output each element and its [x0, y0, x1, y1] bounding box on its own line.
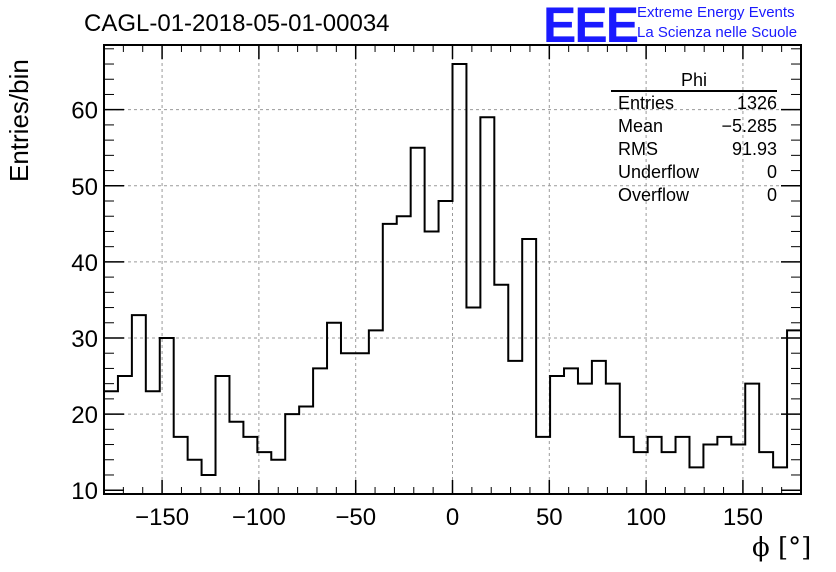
- plot-frame: [103, 44, 802, 495]
- logo-line-1: Extreme Energy Events: [637, 4, 795, 21]
- stat-row: Underflow 0: [611, 161, 777, 184]
- y-tick-label: 50: [71, 174, 98, 201]
- histogram-bin: [355, 353, 369, 494]
- stats-box: Phi Entries 1326 Mean −5.285 RMS 91.93 U…: [611, 70, 777, 207]
- x-tick-label: 100: [626, 504, 666, 531]
- histogram-bin: [731, 445, 745, 494]
- x-axis-label: ϕ [°]: [752, 533, 812, 563]
- histogram-bin: [578, 384, 592, 494]
- stats-title: Phi: [611, 70, 777, 92]
- histogram-bin: [466, 308, 480, 494]
- histogram-bin: [341, 353, 355, 494]
- stat-value: 0: [766, 162, 777, 182]
- histogram-bin: [745, 384, 759, 494]
- histogram-bin: [648, 437, 662, 494]
- histogram-bin: [411, 148, 425, 494]
- histogram-bin: [132, 315, 146, 494]
- histogram-bin: [522, 239, 536, 494]
- logo-line-2: La Scienza nelle Scuole: [637, 24, 798, 41]
- histogram-bin: [397, 216, 411, 494]
- histogram-bin: [216, 376, 230, 494]
- y-tick-label: 30: [71, 326, 98, 353]
- histogram-bin: [118, 376, 132, 494]
- histogram-bin: [439, 201, 453, 494]
- histogram-bin: [383, 224, 397, 494]
- stat-row: RMS 91.93: [611, 138, 777, 161]
- stat-value: −5.285: [721, 116, 777, 136]
- histogram-bin: [662, 452, 676, 494]
- x-tick-label: 50: [536, 504, 563, 531]
- histogram-bin: [703, 445, 717, 494]
- histogram-bin: [146, 391, 160, 494]
- x-tick-label: −100: [232, 504, 286, 531]
- histogram-bin: [243, 437, 257, 494]
- histogram-bin: [676, 437, 690, 494]
- x-tick-label: 0: [446, 504, 459, 531]
- histogram-bin: [160, 338, 174, 494]
- stat-row: Mean −5.285: [611, 115, 777, 138]
- stat-value: 91.93: [731, 139, 777, 159]
- histogram-bin: [759, 452, 773, 494]
- histogram-bin: [327, 323, 341, 494]
- stat-row: Entries 1326: [611, 92, 777, 115]
- histogram-bin: [564, 368, 578, 494]
- histogram-bin: [508, 361, 522, 494]
- histogram-bin: [606, 384, 620, 494]
- x-tick-label: 150: [723, 504, 763, 531]
- histogram-bin: [202, 475, 216, 494]
- stat-value: 0: [766, 185, 777, 205]
- eee-logo: EEE: [543, 0, 639, 53]
- histogram-bin: [313, 368, 327, 494]
- stat-row: Overflow 0: [611, 184, 777, 207]
- histogram-bin: [299, 406, 313, 494]
- histogram-bin: [257, 452, 271, 494]
- histogram-line: [104, 63, 801, 476]
- stat-label: Entries: [618, 93, 675, 113]
- histogram-bin: [188, 460, 202, 494]
- axis-tick-labels: −150 −100 −50 0 50 100 150 10 20 30 40 50 60: [71, 98, 763, 531]
- axis-ticks: [104, 45, 801, 494]
- stat-value: 1326: [736, 93, 777, 113]
- histogram-bin: [773, 467, 787, 494]
- y-tick-label: 20: [71, 402, 98, 429]
- histogram-bin: [536, 437, 550, 494]
- stat-label: RMS: [618, 139, 658, 159]
- stat-label: Overflow: [618, 185, 690, 205]
- histogram-bin: [453, 64, 467, 494]
- y-axis-label: Entries/bin: [4, 59, 34, 182]
- histogram-bin: [689, 467, 703, 494]
- chart-title: CAGL-01-2018-05-01-00034: [84, 10, 390, 37]
- stat-label: Underflow: [618, 162, 700, 182]
- histogram-bin: [285, 414, 299, 494]
- y-tick-label: 10: [71, 478, 98, 505]
- histogram-bin: [620, 437, 634, 494]
- histogram-bin: [104, 391, 118, 494]
- y-tick-label: 40: [71, 250, 98, 277]
- histogram-bin: [174, 437, 188, 494]
- histogram-bin: [717, 437, 731, 494]
- y-tick-label: 60: [71, 98, 98, 125]
- histogram-bin: [592, 361, 606, 494]
- histogram-bin: [229, 422, 243, 494]
- histogram-bin: [634, 452, 648, 494]
- histogram-bin: [369, 330, 383, 494]
- histogram-bin: [494, 285, 508, 494]
- x-tick-label: −50: [335, 504, 376, 531]
- histogram-bin: [550, 376, 564, 494]
- stat-label: Mean: [618, 116, 664, 136]
- histogram-bin: [480, 117, 494, 494]
- histogram-bin: [271, 460, 285, 494]
- x-tick-label: −150: [135, 504, 189, 531]
- histogram-bin: [425, 231, 439, 494]
- histogram-bin: [787, 330, 801, 494]
